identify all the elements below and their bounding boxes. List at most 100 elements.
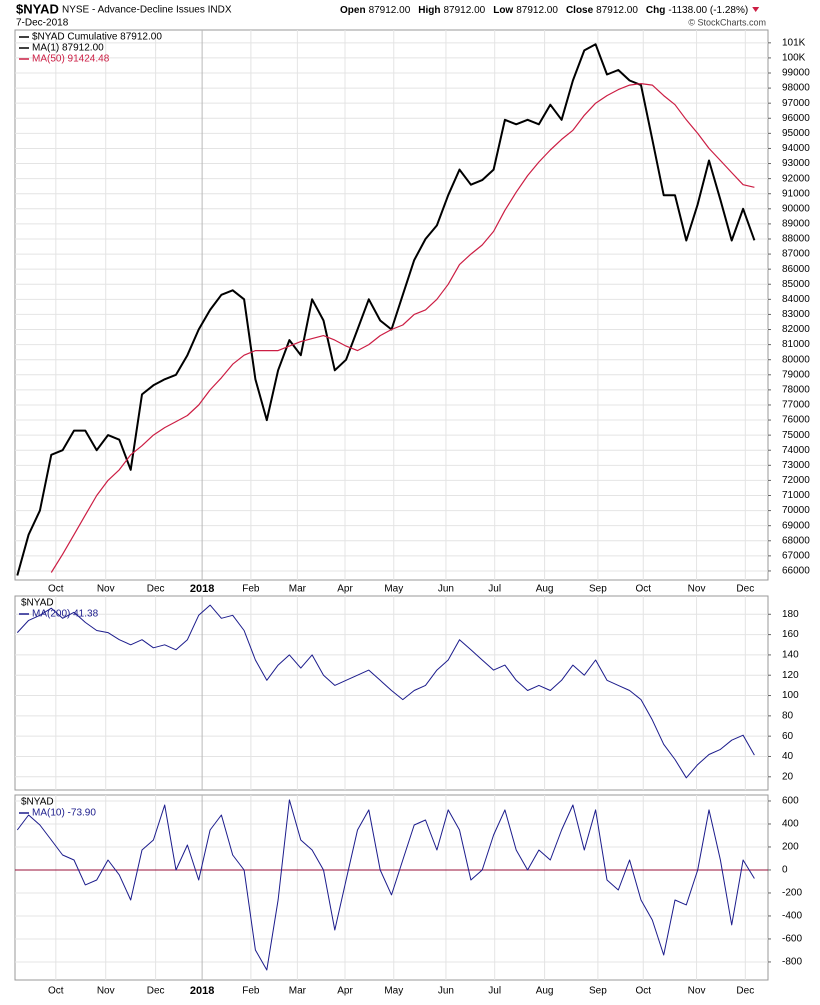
x-tick-label: Jul [488,584,501,595]
y-tick-label: 76000 [782,415,810,426]
y-tick-label: -400 [782,911,802,922]
y-tick-label: 100 [782,690,799,701]
y-tick-label: 74000 [782,445,810,456]
x-tick-label: Feb [242,986,260,997]
x-tick-label: Dec [147,986,165,997]
x-tick-label: 2018 [190,583,214,595]
y-tick-label: 67000 [782,550,810,561]
y-tick-label: 90000 [782,203,810,214]
change-arrow [752,7,760,12]
quote-value: -1138.00 (-1.28%) [668,5,748,16]
x-tick-label: May [384,986,403,997]
x-tick-label: Jul [488,986,501,997]
x-tick-label: Aug [536,986,554,997]
y-tick-label: -200 [782,888,802,899]
x-tick-label: Oct [48,584,64,595]
panel-frame [14,595,769,791]
y-tick-label: 40 [782,751,794,762]
panel-frame [14,29,769,581]
legend-label: MA(10) -73.90 [32,808,96,819]
y-tick-label: -800 [782,957,802,968]
y-tick-label: 120 [782,670,799,681]
y-tick-label: 94000 [782,143,810,154]
y-tick-label: 140 [782,650,799,661]
symbol: $NYAD [16,1,59,16]
x-tick-label: Nov [97,584,115,595]
quote-value: 87912.00 [596,5,638,16]
y-tick-label: 81000 [782,339,810,350]
series-line [16,604,755,779]
x-tick-label: Oct [635,986,651,997]
quote-value: 87912.00 [444,5,486,16]
y-tick-label: 0 [782,865,788,876]
panel-frame [14,794,769,981]
y-tick-label: 60 [782,731,794,742]
y-tick-label: 95000 [782,128,810,139]
y-tick-label: 78000 [782,385,810,396]
y-tick-label: 77000 [782,400,810,411]
y-tick-label: 400 [782,819,799,830]
y-tick-label: 88000 [782,234,810,245]
series-line [16,43,756,576]
y-tick-label: 101K [782,37,806,48]
y-tick-label: 92000 [782,173,810,184]
quote-label: Open [340,5,366,16]
x-tick-label: Apr [337,986,353,997]
x-tick-label: Mar [289,986,307,997]
x-tick-label: May [384,584,403,595]
panel-label: $NYAD [21,797,54,808]
date: 7-Dec-2018 [16,18,69,29]
y-tick-label: 86000 [782,264,810,275]
x-tick-label: Apr [337,584,353,595]
y-tick-label: 93000 [782,158,810,169]
y-tick-label: 97000 [782,98,810,109]
y-tick-label: 70000 [782,505,810,516]
y-tick-label: 91000 [782,188,810,199]
y-tick-label: 80000 [782,354,810,365]
y-tick-label: -600 [782,934,802,945]
y-tick-label: 160 [782,629,799,640]
x-tick-label: Sep [589,584,607,595]
y-tick-label: 72000 [782,475,810,486]
x-tick-label: Nov [688,584,706,595]
y-tick-label: 100K [782,53,806,64]
x-tick-label: 2018 [190,985,214,997]
x-tick-label: Oct [635,584,651,595]
panel-label: $NYAD Cumulative 87912.00 [32,32,162,43]
panel-label: $NYAD [21,598,54,609]
y-tick-label: 75000 [782,430,810,441]
y-tick-label: 73000 [782,460,810,471]
x-tick-label: Jun [438,986,454,997]
x-tick-label: Feb [242,584,260,595]
quote-label: Chg [646,5,665,16]
quote-value: 87912.00 [516,5,558,16]
symbol-name: NYSE - Advance-Decline Issues INDX [62,5,232,16]
y-tick-label: 96000 [782,113,810,124]
y-tick-label: 84000 [782,294,810,305]
legend-label: MA(50) 91424.48 [32,54,110,65]
x-tick-label: Dec [736,986,754,997]
x-tick-label: Dec [147,584,165,595]
y-tick-label: 66000 [782,566,810,577]
y-tick-label: 98000 [782,83,810,94]
x-tick-label: Nov [688,986,706,997]
y-tick-label: 87000 [782,249,810,260]
legend-label: MA(1) 87912.00 [32,43,104,54]
y-tick-label: 82000 [782,324,810,335]
y-tick-label: 89000 [782,219,810,230]
y-tick-label: 80 [782,710,794,721]
x-tick-label: Dec [736,584,754,595]
quote-label: High [418,5,440,16]
x-tick-label: Mar [289,584,307,595]
y-tick-label: 79000 [782,369,810,380]
x-tick-label: Jun [438,584,454,595]
quote-label: Close [566,5,594,16]
x-tick-label: Aug [536,584,554,595]
y-tick-label: 69000 [782,520,810,531]
legend-label: MA(200) 41.38 [32,609,99,620]
x-tick-label: Sep [589,986,607,997]
copyright: © StockCharts.com [688,17,766,27]
y-tick-label: 20 [782,771,794,782]
series-line [50,83,755,573]
